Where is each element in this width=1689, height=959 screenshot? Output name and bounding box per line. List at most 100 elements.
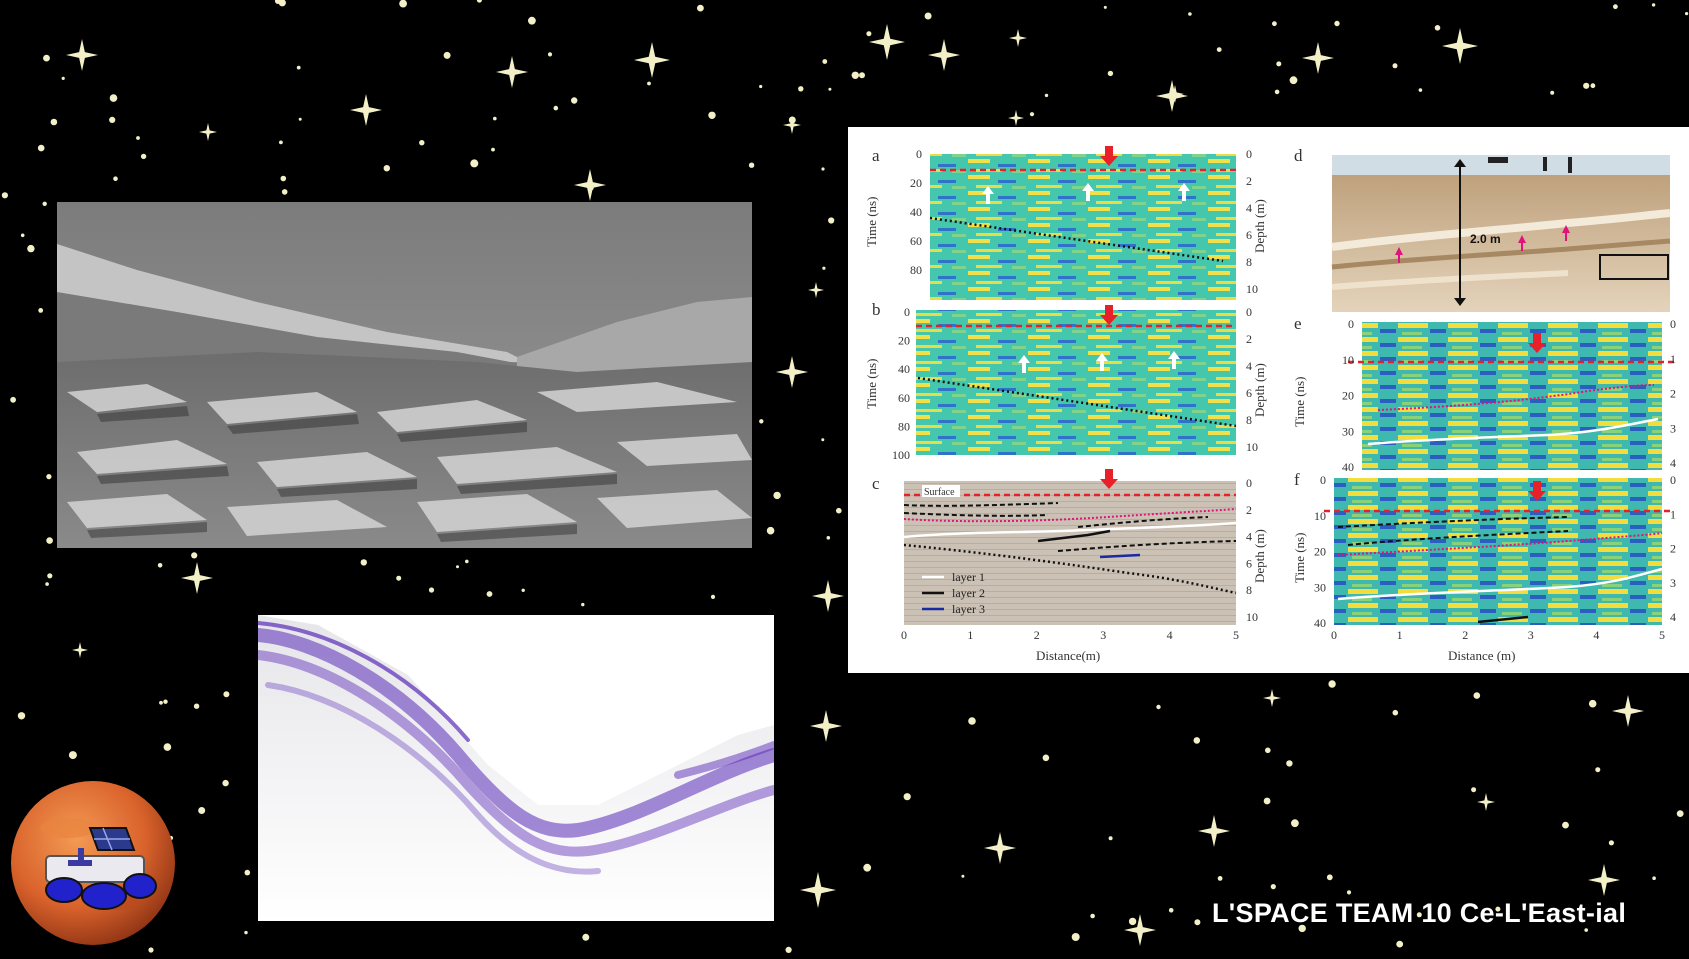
axis-tick-label: 2	[1462, 628, 1468, 642]
star-dot	[163, 743, 172, 751]
star-dot	[222, 779, 229, 787]
star-dot	[1434, 25, 1441, 31]
legend-label: layer 2	[952, 586, 985, 600]
star-dot	[903, 793, 911, 801]
axis-tick-label: 3	[1670, 421, 1676, 435]
star-dot	[851, 71, 859, 80]
star-dot	[1042, 754, 1050, 762]
star-dot	[1193, 737, 1201, 744]
star-dot	[383, 165, 390, 172]
panel-f-distance-label: Distance (m)	[1448, 648, 1516, 663]
star-dot	[836, 507, 842, 514]
star-dot	[1090, 913, 1095, 919]
star-dot	[43, 54, 50, 62]
panel-f-time-label: Time (ns)	[1292, 533, 1307, 583]
axis-tick-label: 5	[1233, 628, 1239, 642]
star-dot	[1590, 83, 1596, 89]
star-dot	[465, 559, 469, 564]
surface-label: Surface	[924, 487, 955, 498]
axis-tick-label: 4	[1246, 530, 1252, 544]
axis-tick-label: 80	[910, 263, 922, 277]
star-dot	[1108, 836, 1113, 841]
star-dot	[1194, 919, 1201, 926]
star-dot	[547, 52, 553, 57]
axis-tick-label: 20	[1314, 545, 1326, 559]
star-dot	[1328, 680, 1336, 688]
mars-landscape-photo	[57, 202, 752, 548]
star-dot	[1263, 797, 1271, 805]
star-dot	[148, 947, 154, 953]
star-dot	[193, 703, 200, 709]
star-sparkle	[496, 56, 528, 88]
star-dot	[50, 118, 58, 126]
panel-c-letter: c	[872, 474, 880, 493]
legend-label: layer 1	[952, 570, 985, 584]
star-dot	[1562, 821, 1569, 829]
star-sparkle	[808, 282, 824, 298]
axis-tick-label: 100	[892, 448, 910, 462]
star-dot	[859, 72, 865, 79]
star-dot	[198, 807, 206, 814]
star-dot	[470, 159, 479, 168]
star-dot	[491, 147, 495, 152]
star-sparkle	[1263, 689, 1281, 707]
axis-tick-label: 0	[1246, 476, 1252, 490]
star-dot	[1584, 928, 1588, 932]
star-sparkle	[1612, 695, 1644, 727]
star-dot	[278, 0, 286, 7]
star-dot	[1272, 21, 1277, 27]
star-sparkle	[1588, 864, 1620, 896]
star-sparkle	[199, 123, 217, 141]
axis-tick-label: 6	[1246, 228, 1252, 242]
star-dot	[159, 700, 163, 705]
star-dot	[1128, 917, 1137, 926]
star-dot	[1613, 4, 1618, 10]
star-dot	[113, 176, 118, 181]
star-dot	[1298, 924, 1306, 933]
axis-tick-label: 1	[1670, 507, 1676, 521]
star-sparkle	[984, 832, 1016, 864]
star-dot	[140, 153, 147, 160]
star-dot	[1071, 933, 1080, 941]
star-dot	[1334, 20, 1340, 27]
star-dot	[1473, 692, 1481, 699]
star-dot	[1029, 112, 1035, 117]
axis-tick-label: 0	[1670, 473, 1676, 487]
star-dot	[45, 582, 49, 586]
white-up-arrow-icons	[982, 183, 1190, 373]
star-dot	[766, 526, 775, 535]
axis-tick-label: 0	[916, 147, 922, 161]
star-dot	[1685, 12, 1689, 16]
star-dot	[279, 140, 283, 145]
axis-tick-label: 4	[1167, 628, 1173, 642]
panel-e-time-label: Time (ns)	[1292, 377, 1307, 427]
axis-tick-label: 0	[1670, 317, 1676, 331]
star-dot	[399, 0, 407, 8]
axis-tick-label: 0	[1348, 317, 1354, 331]
scale-bar-label: 2.0 m	[1470, 232, 1501, 246]
star-dot	[821, 438, 825, 442]
panel-e-letter: e	[1294, 314, 1302, 333]
panel-a: a 0 20 40 60 80 0 2 4 6 8 10 Time (ns) Depth (m)	[864, 146, 1267, 300]
axis-tick-label: 4	[1593, 628, 1599, 642]
star-dot	[38, 308, 44, 313]
axis-tick-label: 3	[1528, 628, 1534, 642]
axis-tick-label: 8	[1246, 583, 1252, 597]
star-dot	[486, 591, 493, 597]
star-dot	[1103, 5, 1107, 9]
star-dot	[759, 419, 764, 424]
axis-tick-label: 1	[967, 628, 973, 642]
star-dot	[1595, 767, 1601, 773]
star-dot	[1392, 709, 1399, 716]
star-dot	[1188, 12, 1192, 16]
star-dot	[1, 192, 8, 199]
star-dot	[1651, 3, 1656, 7]
axis-tick-label: 4	[1670, 456, 1676, 470]
star-dot	[298, 117, 302, 121]
star-sparkle	[634, 42, 670, 78]
star-dot	[296, 65, 301, 70]
star-dot	[528, 16, 536, 25]
star-dot	[1274, 89, 1280, 95]
panel-c-distance-label: Distance(m)	[1036, 648, 1100, 663]
